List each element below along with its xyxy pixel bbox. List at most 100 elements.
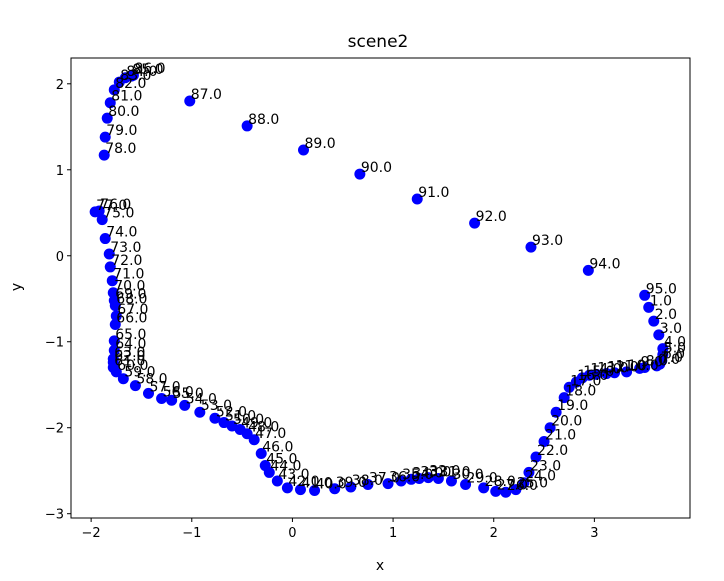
data-point bbox=[255, 448, 267, 460]
point-label: 56.0 bbox=[163, 384, 194, 400]
point-label: 3.0 bbox=[660, 321, 682, 337]
data-point bbox=[609, 367, 621, 379]
point-label: 19.0 bbox=[557, 398, 588, 414]
point-label: 74.0 bbox=[106, 225, 137, 241]
data-point bbox=[194, 406, 206, 418]
point-label: 9.0 bbox=[641, 354, 663, 370]
point-label: 88.0 bbox=[248, 112, 279, 128]
point-label: 58.0 bbox=[136, 372, 167, 388]
data-point bbox=[96, 214, 108, 226]
data-point bbox=[298, 144, 310, 156]
data-point bbox=[329, 483, 341, 495]
point-labels-layer: 0.0 1.02.03.04.05.06.07.08.09.010.011.012… bbox=[96, 61, 686, 494]
data-point bbox=[99, 233, 111, 245]
data-point bbox=[395, 475, 407, 487]
data-point bbox=[107, 353, 119, 365]
point-label: 65.0 bbox=[115, 327, 146, 343]
point-label: 69.0 bbox=[115, 286, 146, 302]
point-label: 40.0 bbox=[316, 476, 347, 492]
data-point bbox=[184, 95, 196, 107]
point-label: 18.0 bbox=[565, 384, 596, 400]
point-label: 76.0 bbox=[100, 197, 131, 213]
data-point bbox=[510, 484, 522, 496]
data-point bbox=[544, 422, 556, 434]
data-point bbox=[525, 241, 537, 253]
data-point bbox=[530, 451, 542, 463]
x-tick-label: 3 bbox=[590, 526, 598, 541]
point-label: 60.0 bbox=[117, 358, 148, 374]
data-point bbox=[643, 301, 655, 313]
point-label: 11.0 bbox=[616, 359, 647, 375]
point-label: 67.0 bbox=[117, 302, 148, 318]
data-point bbox=[518, 477, 530, 489]
point-label: 45.0 bbox=[266, 452, 297, 468]
point-label: 71.0 bbox=[113, 267, 144, 283]
data-point bbox=[538, 435, 550, 447]
point-label: 10.0 bbox=[628, 358, 659, 374]
y-axis-label: y bbox=[9, 283, 25, 291]
point-label: 53.0 bbox=[201, 398, 232, 414]
data-point bbox=[563, 381, 575, 393]
point-label: 51.0 bbox=[225, 409, 256, 425]
point-label: 89.0 bbox=[305, 136, 336, 152]
data-point bbox=[432, 472, 444, 484]
point-label: 15.0 bbox=[583, 364, 614, 380]
points-layer bbox=[89, 69, 669, 498]
point-label: 32.0 bbox=[429, 464, 460, 480]
point-label: 87.0 bbox=[191, 87, 222, 103]
point-label: 43.0 bbox=[278, 467, 309, 483]
y-tick-label: −3 bbox=[45, 508, 64, 523]
point-label: 17.0 bbox=[570, 373, 601, 389]
y-tick-label: −1 bbox=[45, 336, 64, 351]
point-label: 29.0 bbox=[467, 470, 498, 486]
data-point bbox=[582, 264, 594, 276]
data-point bbox=[271, 475, 283, 487]
point-label: 90.0 bbox=[361, 160, 392, 176]
point-label: 41.0 bbox=[301, 476, 332, 492]
data-point bbox=[99, 131, 111, 143]
data-point bbox=[281, 482, 293, 494]
chart-title: scene2 bbox=[348, 32, 409, 52]
point-label: 34.0 bbox=[412, 465, 443, 481]
point-label: 59.0 bbox=[124, 365, 155, 381]
point-label: 72.0 bbox=[111, 253, 142, 269]
point-label: 92.0 bbox=[476, 209, 507, 225]
data-point bbox=[104, 97, 116, 109]
data-point bbox=[634, 362, 646, 374]
data-point bbox=[109, 319, 121, 331]
point-label: 30.0 bbox=[452, 467, 483, 483]
point-label: 86.0 bbox=[134, 61, 165, 77]
point-label: 95.0 bbox=[646, 281, 677, 297]
point-label: 23.0 bbox=[530, 458, 561, 474]
point-label: 33.0 bbox=[420, 464, 451, 480]
data-point bbox=[523, 466, 535, 478]
x-tick-label: 0 bbox=[288, 526, 296, 541]
y-tick-label: 0 bbox=[56, 250, 64, 265]
point-label: 1.0 bbox=[650, 293, 672, 309]
point-label: 79.0 bbox=[106, 123, 137, 139]
data-point bbox=[654, 358, 666, 370]
data-point bbox=[405, 473, 417, 485]
data-point bbox=[143, 387, 155, 399]
point-label: 63.0 bbox=[114, 345, 145, 361]
point-label: 22.0 bbox=[537, 443, 568, 459]
data-point bbox=[309, 484, 321, 496]
data-point bbox=[209, 412, 221, 424]
point-label: 48.0 bbox=[248, 420, 279, 436]
plot-frame bbox=[70, 57, 691, 519]
data-point bbox=[98, 149, 110, 161]
data-point bbox=[411, 193, 423, 205]
data-point bbox=[107, 287, 119, 299]
data-point bbox=[294, 484, 306, 496]
x-tick-label: −1 bbox=[182, 526, 201, 541]
data-point bbox=[156, 392, 168, 404]
point-label: 27.0 bbox=[497, 477, 528, 493]
point-label: 80.0 bbox=[108, 104, 139, 120]
point-label: 82.0 bbox=[115, 76, 146, 92]
data-point bbox=[117, 373, 129, 385]
data-point bbox=[110, 310, 122, 322]
point-label: 4.0 bbox=[664, 335, 686, 351]
data-point bbox=[89, 206, 101, 218]
y-axis: −3 −2 −1 0 1 2 bbox=[45, 78, 71, 523]
